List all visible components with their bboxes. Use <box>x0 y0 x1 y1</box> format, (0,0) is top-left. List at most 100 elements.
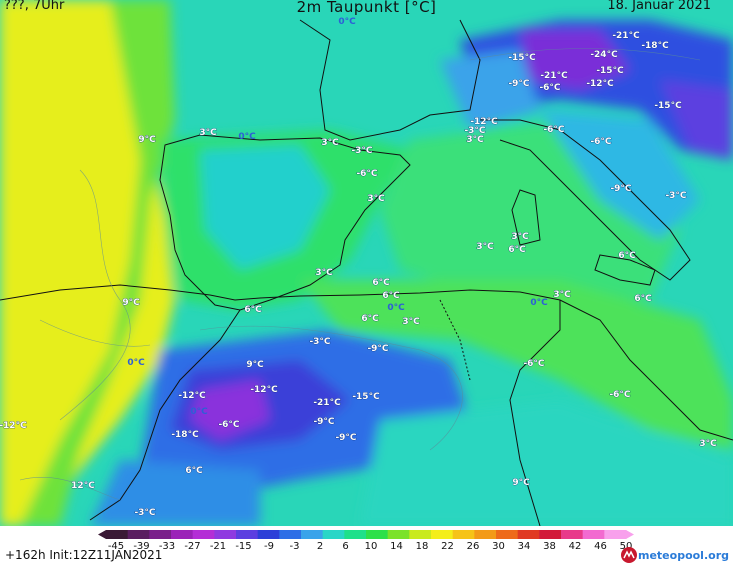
scale-tick-label: -45 <box>108 541 124 550</box>
brand-logo[interactable]: meteopool.org <box>620 546 729 564</box>
scale-color-step <box>236 530 259 539</box>
scale-tick-label: -21 <box>210 541 226 550</box>
temp-label: -12°C <box>250 385 278 395</box>
scale-color-step <box>604 530 627 539</box>
scale-tick-label: -27 <box>184 541 200 550</box>
temp-label: 3°C <box>466 135 484 145</box>
temp-label: -9°C <box>508 79 529 89</box>
scale-tick-label: 6 <box>342 541 348 550</box>
temp-label: 3°C <box>402 317 420 327</box>
temp-label: 0°C <box>190 407 208 417</box>
scale-tick-label: -3 <box>290 541 300 550</box>
scale-tick-label: -9 <box>264 541 274 550</box>
scale-tick-label: 42 <box>569 541 582 550</box>
scale-color-step <box>149 530 172 539</box>
temp-label: -3°C <box>464 126 485 136</box>
temp-label: -15°C <box>596 66 624 76</box>
temp-label: -9°C <box>335 433 356 443</box>
temp-label: 3°C <box>199 128 217 138</box>
temp-label: -6°C <box>590 137 611 147</box>
temp-label: -12°C <box>470 117 498 127</box>
scale-color-step <box>322 530 345 539</box>
scale-tick-label: 10 <box>365 541 378 550</box>
scale-color-step <box>366 530 389 539</box>
scale-tick-label: 46 <box>594 541 607 550</box>
map-title: 2m Taupunkt [°C] <box>296 0 437 16</box>
scale-arrow-left <box>98 530 106 539</box>
scale-color-step <box>496 530 519 539</box>
scale-color-step <box>561 530 584 539</box>
temp-label: -3°C <box>351 146 372 156</box>
temp-label: 6°C <box>244 305 262 315</box>
scale-tick-label: 34 <box>518 541 531 550</box>
temp-label: -6°C <box>523 359 544 369</box>
scale-arrow-right <box>626 530 634 539</box>
scale-tick-label: 38 <box>543 541 556 550</box>
temp-label: 6°C <box>372 278 390 288</box>
temp-label: -21°C <box>540 71 568 81</box>
temp-label: -9°C <box>313 417 334 427</box>
scale-color-step <box>344 530 367 539</box>
temp-label: 9°C <box>138 135 156 145</box>
temp-label: 0°C <box>338 17 356 27</box>
map-date: 18. Januar 2021 <box>607 0 711 13</box>
temp-label: -9°C <box>610 184 631 194</box>
temp-label: 6°C <box>618 251 636 261</box>
temp-label: -6°C <box>609 390 630 400</box>
temp-label: 3°C <box>315 268 333 278</box>
scale-color-step <box>192 530 215 539</box>
scale-tick-label: -33 <box>159 541 175 550</box>
contours <box>19 48 701 501</box>
scale-tick-label: 26 <box>467 541 480 550</box>
temp-label: 3°C <box>476 242 494 252</box>
temp-label: 6°C <box>185 466 203 476</box>
scale-color-step <box>409 530 432 539</box>
temp-label: 6°C <box>382 291 400 301</box>
temp-label: -15°C <box>508 53 536 63</box>
temp-label: 3°C <box>511 232 529 242</box>
temp-label: 3°C <box>321 138 339 148</box>
scale-color-step <box>474 530 497 539</box>
scale-color-step <box>279 530 302 539</box>
scale-color-step <box>257 530 280 539</box>
temp-label: 12°C <box>71 481 95 491</box>
temp-label: 9°C <box>512 478 530 488</box>
scale-tick-label: 18 <box>416 541 429 550</box>
scale-color-step <box>106 530 129 539</box>
temp-label: -3°C <box>309 337 330 347</box>
brand-name: meteopool.org <box>638 548 729 562</box>
temp-label: 6°C <box>634 294 652 304</box>
temp-label: 9°C <box>246 360 264 370</box>
temp-label: 9°C <box>122 298 140 308</box>
temp-label: -3°C <box>665 191 686 201</box>
temp-label: -3°C <box>134 508 155 518</box>
logo-icon <box>621 547 637 563</box>
temp-label: -15°C <box>654 101 682 111</box>
scale-color-step <box>387 530 410 539</box>
temp-label: 0°C <box>530 298 548 308</box>
dewpoint-map: 0°C-21°C-18°C-15°C -24°C-21°C -15°C-9°C -6°… <box>0 0 733 526</box>
color-scale-bar: -45 -39 -33 -27 -21 -15 -9 -3 2 6 10 14 18 22 26 30 34 38… <box>98 530 634 550</box>
temp-label: 0°C <box>127 358 145 368</box>
scale-color-step <box>171 530 194 539</box>
temp-label: -6°C <box>543 125 564 135</box>
temp-label: 6°C <box>508 245 526 255</box>
scale-tick-label: 50 <box>620 541 633 550</box>
temp-label: -24°C <box>590 50 618 60</box>
temp-label: -18°C <box>171 430 199 440</box>
scale-color-step <box>214 530 237 539</box>
scale-color-step <box>517 530 540 539</box>
temp-label: -12°C <box>586 79 614 89</box>
scale-color-step <box>539 530 562 539</box>
temp-label: 3°C <box>699 439 717 449</box>
scale-tick-label: -15 <box>235 541 251 550</box>
location-time-label: ???, 7Uhr <box>4 0 65 13</box>
temp-label: -12°C <box>178 391 206 401</box>
forecast-init-label: +162h Init:12Z11JAN2021 <box>5 548 163 562</box>
scale-tick-label: 30 <box>492 541 505 550</box>
temp-label: -15°C <box>352 392 380 402</box>
scale-tick-label: 2 <box>317 541 323 550</box>
temp-label: -12°C <box>0 421 27 431</box>
scale-color-step <box>127 530 150 539</box>
